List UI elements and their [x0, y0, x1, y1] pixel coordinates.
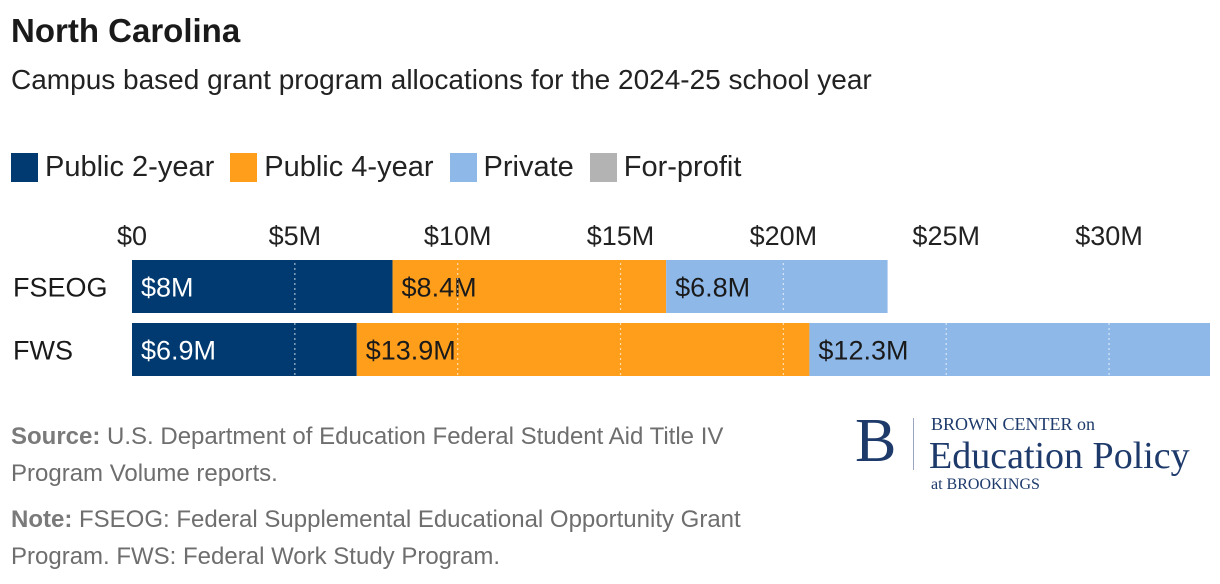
source-note: Source: U.S. Department of Education Fed…	[11, 418, 801, 492]
logo-letter: B	[855, 407, 897, 475]
bar-value-label: $12.3M	[818, 336, 908, 366]
x-tick-label: $30M	[1075, 221, 1143, 251]
note: Note: FSEOG: Federal Supplemental Educat…	[11, 501, 801, 575]
x-tick-label: $0	[117, 221, 147, 251]
y-category-label: FSEOG	[13, 273, 108, 303]
chart-title: North Carolina	[11, 12, 241, 49]
logo-line2: Education Policy	[929, 435, 1190, 477]
stacked-bar-chart: $0 $5M $10M $15M $20M $25M $30M FSEOG FWS $8M $8.4…	[13, 221, 1210, 378]
bar-segment	[666, 260, 888, 313]
bar-segment	[132, 260, 393, 313]
x-tick-label: $25M	[912, 221, 980, 251]
source-text: U.S. Department of Education Federal Stu…	[11, 423, 724, 487]
x-tick-label: $15M	[587, 221, 655, 251]
bar-value-label: $8M	[141, 273, 194, 303]
bar-value-label: $6.8M	[675, 273, 750, 303]
brookings-logo: B BROWN CENTER on Education Policy at BR…	[855, 410, 1215, 500]
bar-value-label: $6.9M	[141, 336, 216, 366]
legend-item-public-2-year: Public 2-year	[11, 151, 214, 184]
logo-divider	[913, 418, 914, 470]
bar-segment	[809, 323, 1210, 376]
chart-subtitle: Campus based grant program allocations f…	[11, 64, 872, 95]
legend-swatch-private	[449, 153, 477, 182]
bar-segment	[356, 323, 810, 376]
note-label: Note:	[11, 506, 73, 533]
legend-item-public-4-year: Public 4-year	[230, 151, 434, 184]
legend: Public 2-year Public 4-year Private For-…	[11, 151, 757, 184]
bar-value-label: $8.4M	[402, 273, 477, 303]
legend-swatch-for-profit	[589, 153, 617, 182]
note-text: FSEOG: Federal Supplemental Educational …	[11, 506, 741, 570]
x-tick-label: $10M	[424, 221, 492, 251]
y-category-label: FWS	[13, 336, 73, 366]
logo-line3: at BROOKINGS	[931, 476, 1040, 493]
x-tick-label: $20M	[750, 221, 818, 251]
legend-item-private: Private	[449, 151, 574, 184]
legend-label-public-2-year: Public 2-year	[45, 151, 215, 183]
legend-label-public-4-year: Public 4-year	[264, 151, 434, 183]
bar-value-label: $13.9M	[366, 336, 456, 366]
bar-segment	[132, 323, 357, 376]
x-tick-label: $5M	[269, 221, 322, 251]
legend-swatch-public-2-year	[11, 153, 38, 182]
legend-item-for-profit: For-profit	[589, 151, 742, 184]
source-label: Source:	[11, 423, 101, 450]
legend-label-private: Private	[483, 151, 574, 183]
legend-swatch-public-4-year	[230, 153, 258, 182]
legend-label-for-profit: For-profit	[623, 151, 742, 183]
logo-line1: BROWN CENTER on	[931, 414, 1095, 434]
